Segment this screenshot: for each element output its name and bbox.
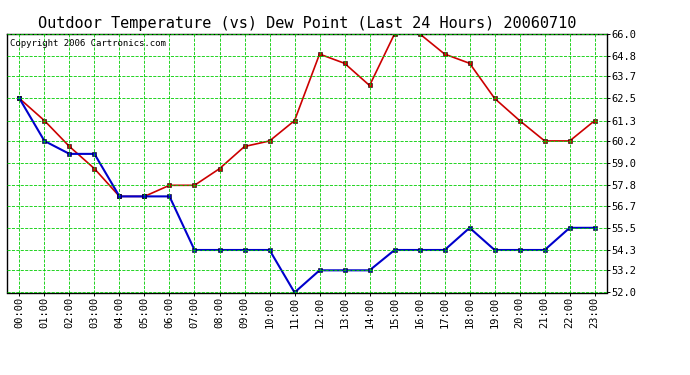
Title: Outdoor Temperature (vs) Dew Point (Last 24 Hours) 20060710: Outdoor Temperature (vs) Dew Point (Last… — [38, 16, 576, 31]
Text: Copyright 2006 Cartronics.com: Copyright 2006 Cartronics.com — [10, 39, 166, 48]
